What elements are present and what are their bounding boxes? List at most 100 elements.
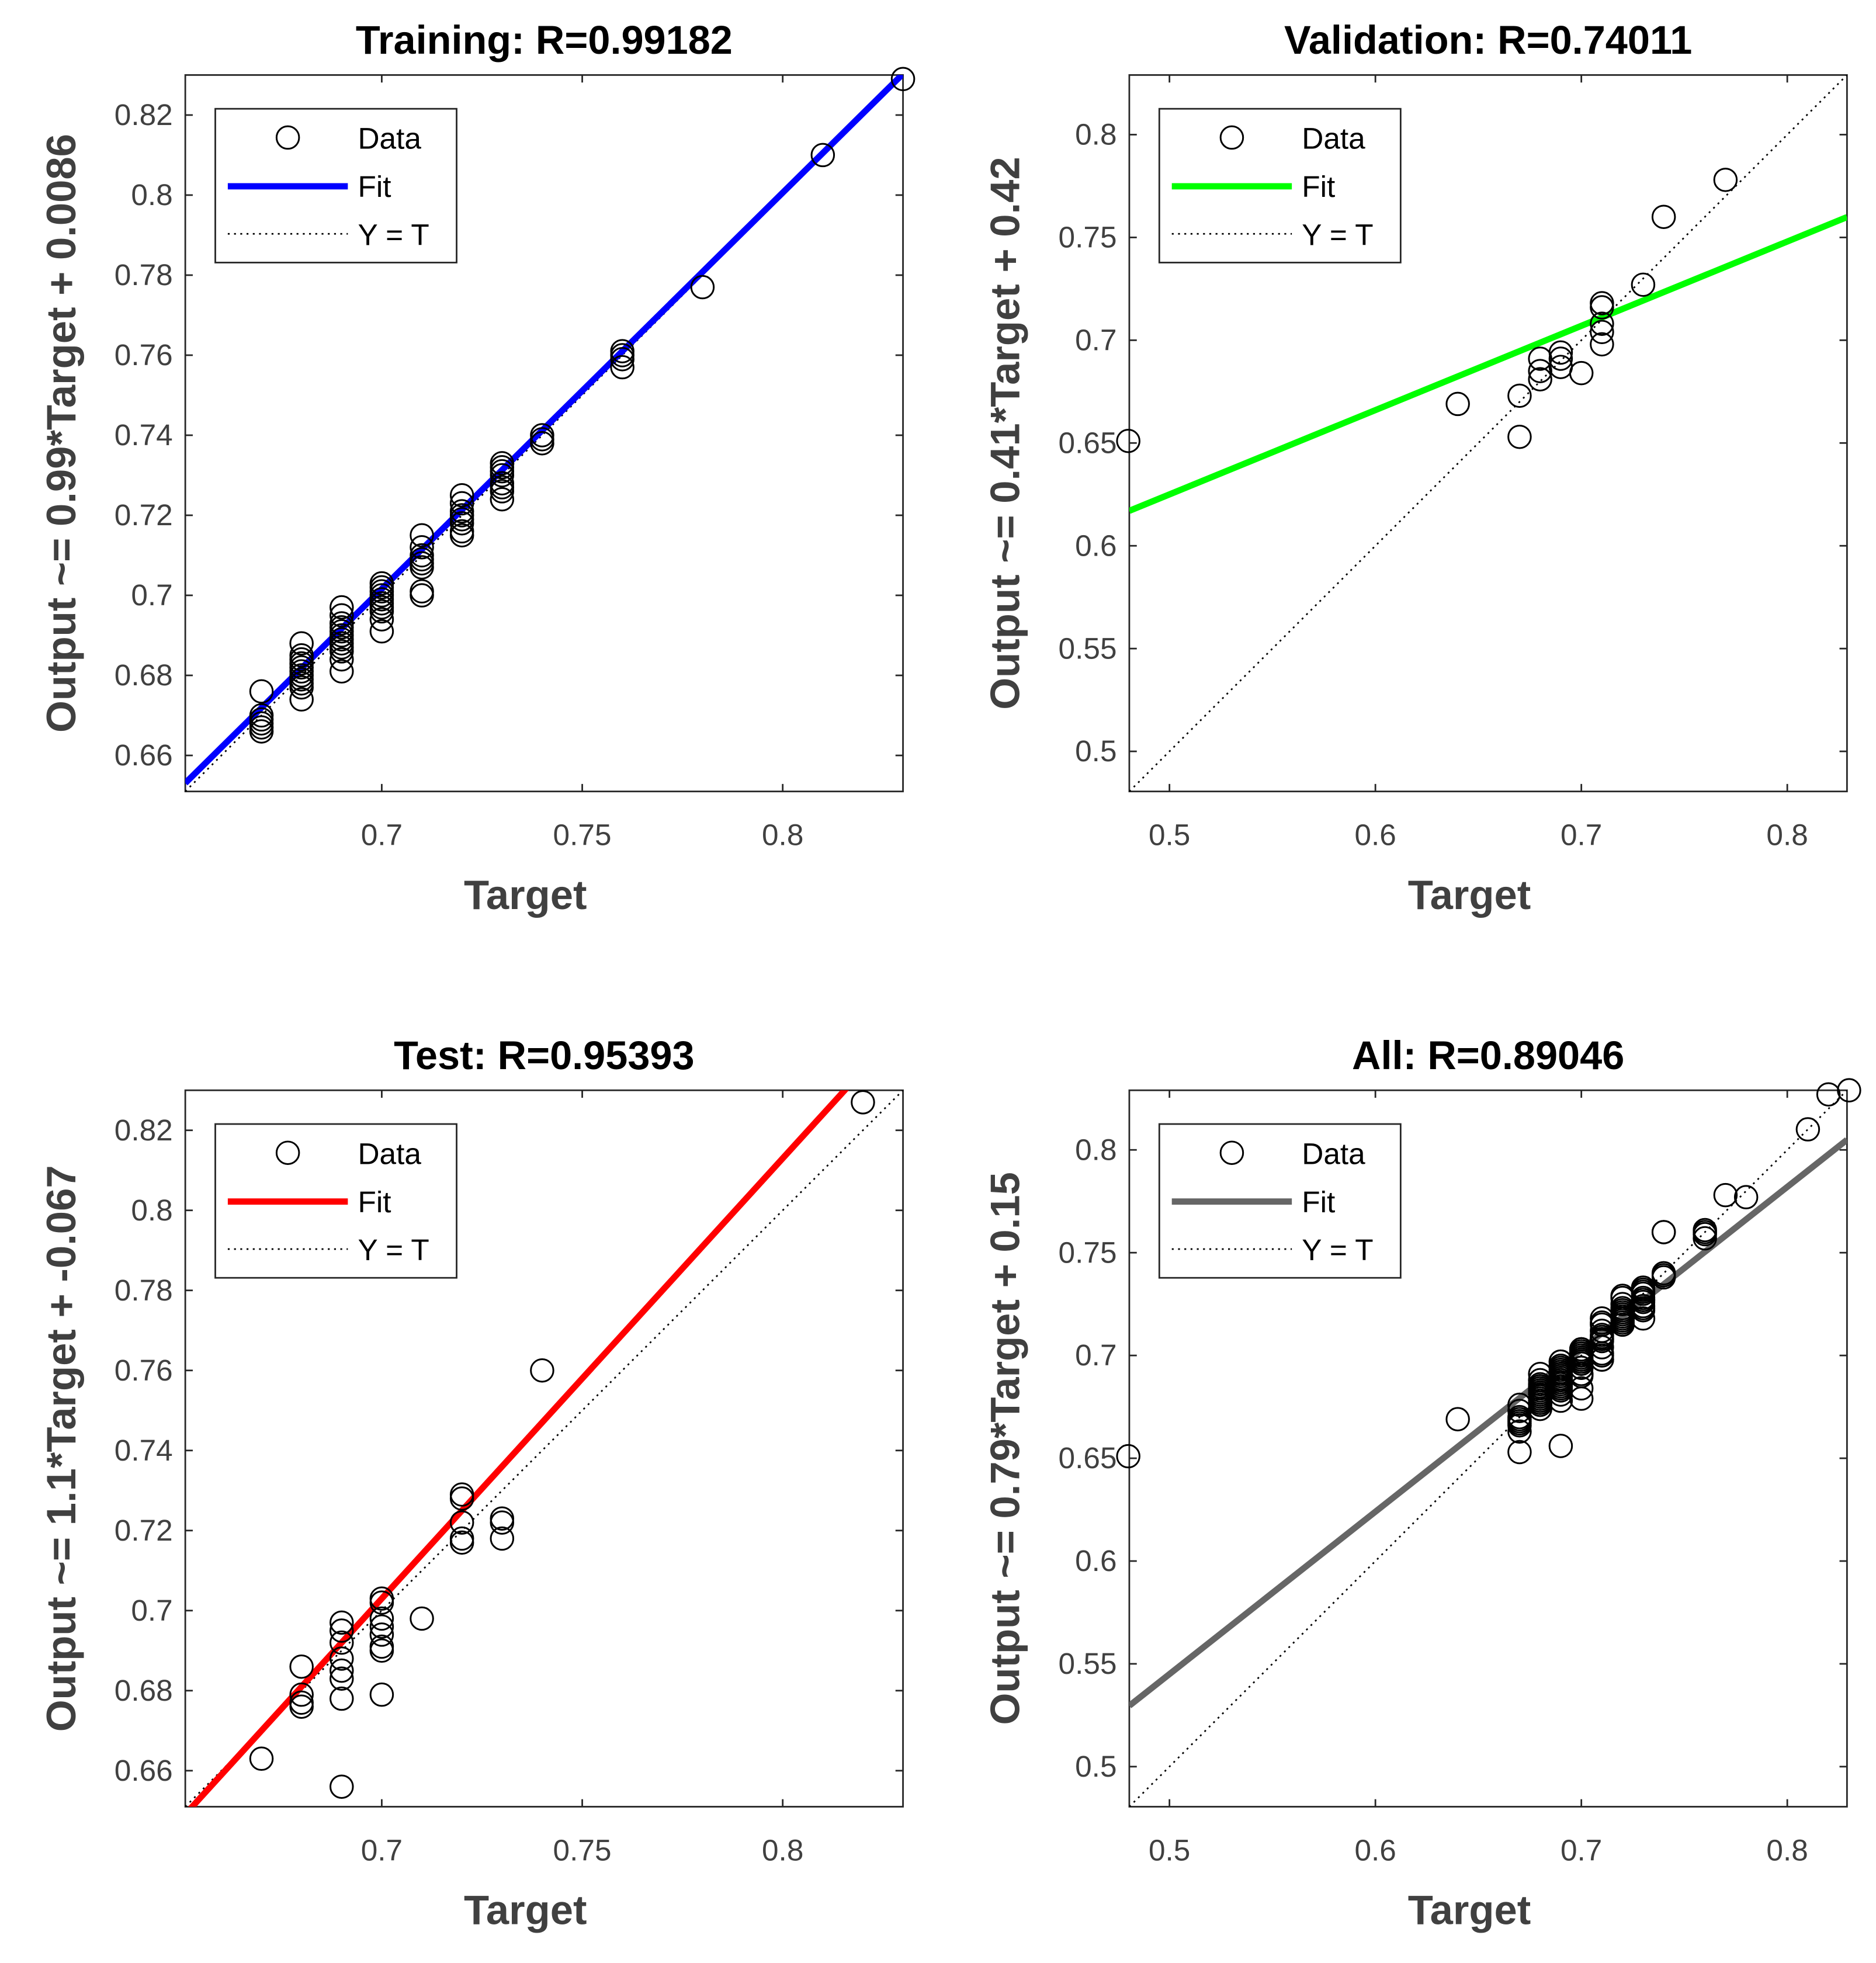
data-point bbox=[410, 523, 434, 548]
y-tick-label: 0.75 bbox=[1059, 1236, 1117, 1269]
data-point bbox=[1507, 424, 1532, 449]
data-point bbox=[1590, 1335, 1614, 1359]
data-point bbox=[289, 1694, 314, 1719]
data-point bbox=[289, 1682, 314, 1707]
data-point bbox=[490, 479, 515, 504]
chart-title: Test: R=0.95393 bbox=[394, 1033, 694, 1078]
panel-validation: 0.5 0.6 0.7 0.8 0.5 0.55 0.6 0.65 0.7 0.75 0.8 Vali… bbox=[982, 18, 1848, 918]
data-point bbox=[1733, 1185, 1759, 1209]
data-point bbox=[610, 355, 634, 380]
data-point bbox=[890, 67, 916, 92]
data-point bbox=[1816, 1082, 1841, 1107]
legend-label-identity: Y = T bbox=[1302, 218, 1373, 251]
data-point bbox=[1631, 1298, 1656, 1323]
data-point bbox=[1651, 1220, 1676, 1244]
y-tick-label: 0.82 bbox=[115, 1114, 173, 1147]
y-tick-label: 0.78 bbox=[115, 1274, 173, 1307]
data-point bbox=[1569, 1386, 1594, 1411]
x-tick-label: 0.8 bbox=[1766, 1834, 1808, 1867]
y-tick-label: 0.74 bbox=[115, 1434, 173, 1467]
data-point bbox=[289, 675, 314, 700]
data-point bbox=[1507, 1413, 1532, 1438]
data-point bbox=[1548, 1359, 1573, 1385]
y-tick-label: 0.8 bbox=[131, 178, 172, 211]
y-tick-label: 0.7 bbox=[1075, 1338, 1116, 1372]
legend-label-fit: Fit bbox=[358, 170, 391, 203]
y-tick-label: 0.5 bbox=[1075, 734, 1116, 768]
data-point bbox=[1548, 1434, 1573, 1458]
y-tick-label: 0.7 bbox=[1075, 323, 1116, 356]
y-tick-label: 0.76 bbox=[115, 338, 173, 372]
legend-label-data: Data bbox=[1302, 122, 1365, 155]
data-point bbox=[1528, 1392, 1552, 1417]
data-point bbox=[1548, 346, 1573, 371]
legend-label-data: Data bbox=[358, 1137, 421, 1170]
x-tick-label: 0.75 bbox=[553, 1834, 612, 1867]
data-point bbox=[1795, 1117, 1820, 1142]
y-tick-label: 0.72 bbox=[115, 498, 173, 532]
fit-line bbox=[1129, 214, 1847, 514]
data-point bbox=[369, 1622, 394, 1647]
y-tick-label: 0.68 bbox=[115, 1674, 173, 1707]
data-point bbox=[410, 583, 434, 608]
data-point bbox=[410, 555, 434, 580]
data-point bbox=[410, 535, 434, 560]
data-point bbox=[490, 463, 515, 488]
plot-area bbox=[1129, 75, 1847, 792]
data-point bbox=[289, 687, 314, 712]
data-point bbox=[1610, 1308, 1635, 1333]
data-point bbox=[1610, 1298, 1635, 1323]
chart-title: Validation: R=0.74011 bbox=[1284, 18, 1692, 63]
x-axis-label: Target bbox=[1408, 872, 1531, 918]
data-point bbox=[1631, 1306, 1656, 1331]
y-axis-label: Output ~= 1.1*Target + -0.067 bbox=[38, 1165, 84, 1732]
data-point bbox=[410, 1606, 434, 1631]
x-tick-label: 0.8 bbox=[762, 819, 803, 852]
data-point bbox=[1548, 1388, 1573, 1413]
data-point bbox=[1651, 204, 1676, 229]
data-point bbox=[369, 1614, 394, 1639]
data-point bbox=[490, 487, 515, 512]
panel-training: 0.7 0.75 0.8 0.66 0.68 0.7 0.72 0.74 0.76 0.78 0.8… bbox=[38, 18, 916, 918]
data-point bbox=[1569, 1376, 1594, 1401]
legend-label-identity: Y = T bbox=[358, 1233, 429, 1267]
data-point bbox=[449, 523, 474, 548]
legend-data-marker bbox=[1219, 125, 1244, 150]
legend: Data Fit Y = T bbox=[1158, 107, 1402, 263]
data-point bbox=[330, 1658, 354, 1683]
data-point bbox=[369, 607, 394, 632]
data-point bbox=[1651, 1265, 1676, 1290]
data-point bbox=[330, 1618, 354, 1643]
data-point bbox=[1548, 1378, 1573, 1403]
data-point bbox=[369, 1606, 394, 1631]
y-tick-label: 0.55 bbox=[1059, 1647, 1117, 1680]
data-point bbox=[810, 143, 835, 168]
data-point bbox=[1713, 168, 1738, 192]
legend-data-marker bbox=[275, 125, 300, 150]
x-tick-label: 0.6 bbox=[1354, 1834, 1396, 1867]
data-point bbox=[490, 1510, 515, 1535]
data-point bbox=[330, 595, 354, 620]
x-tick-label: 0.7 bbox=[1561, 1834, 1602, 1867]
data-point bbox=[449, 1510, 474, 1535]
y-tick-label: 0.6 bbox=[1075, 529, 1116, 562]
y-tick-label: 0.55 bbox=[1059, 632, 1117, 665]
y-tick-label: 0.6 bbox=[1075, 1544, 1116, 1577]
data-point bbox=[1507, 1440, 1532, 1465]
data-point bbox=[330, 1610, 354, 1635]
y-tick-label: 0.7 bbox=[131, 1594, 172, 1627]
legend-label-fit: Fit bbox=[1302, 170, 1335, 203]
y-tick-label: 0.8 bbox=[131, 1194, 172, 1227]
data-point bbox=[1116, 1444, 1140, 1469]
data-point bbox=[1590, 311, 1614, 336]
data-point bbox=[1116, 428, 1140, 453]
data-point bbox=[610, 347, 634, 372]
x-tick-label: 0.7 bbox=[361, 819, 403, 852]
data-point bbox=[1445, 391, 1470, 417]
data-point bbox=[249, 719, 274, 744]
legend-label-fit: Fit bbox=[358, 1185, 391, 1219]
x-tick-label: 0.75 bbox=[553, 819, 612, 852]
data-point bbox=[1590, 332, 1614, 357]
y-tick-label: 0.82 bbox=[115, 98, 173, 131]
